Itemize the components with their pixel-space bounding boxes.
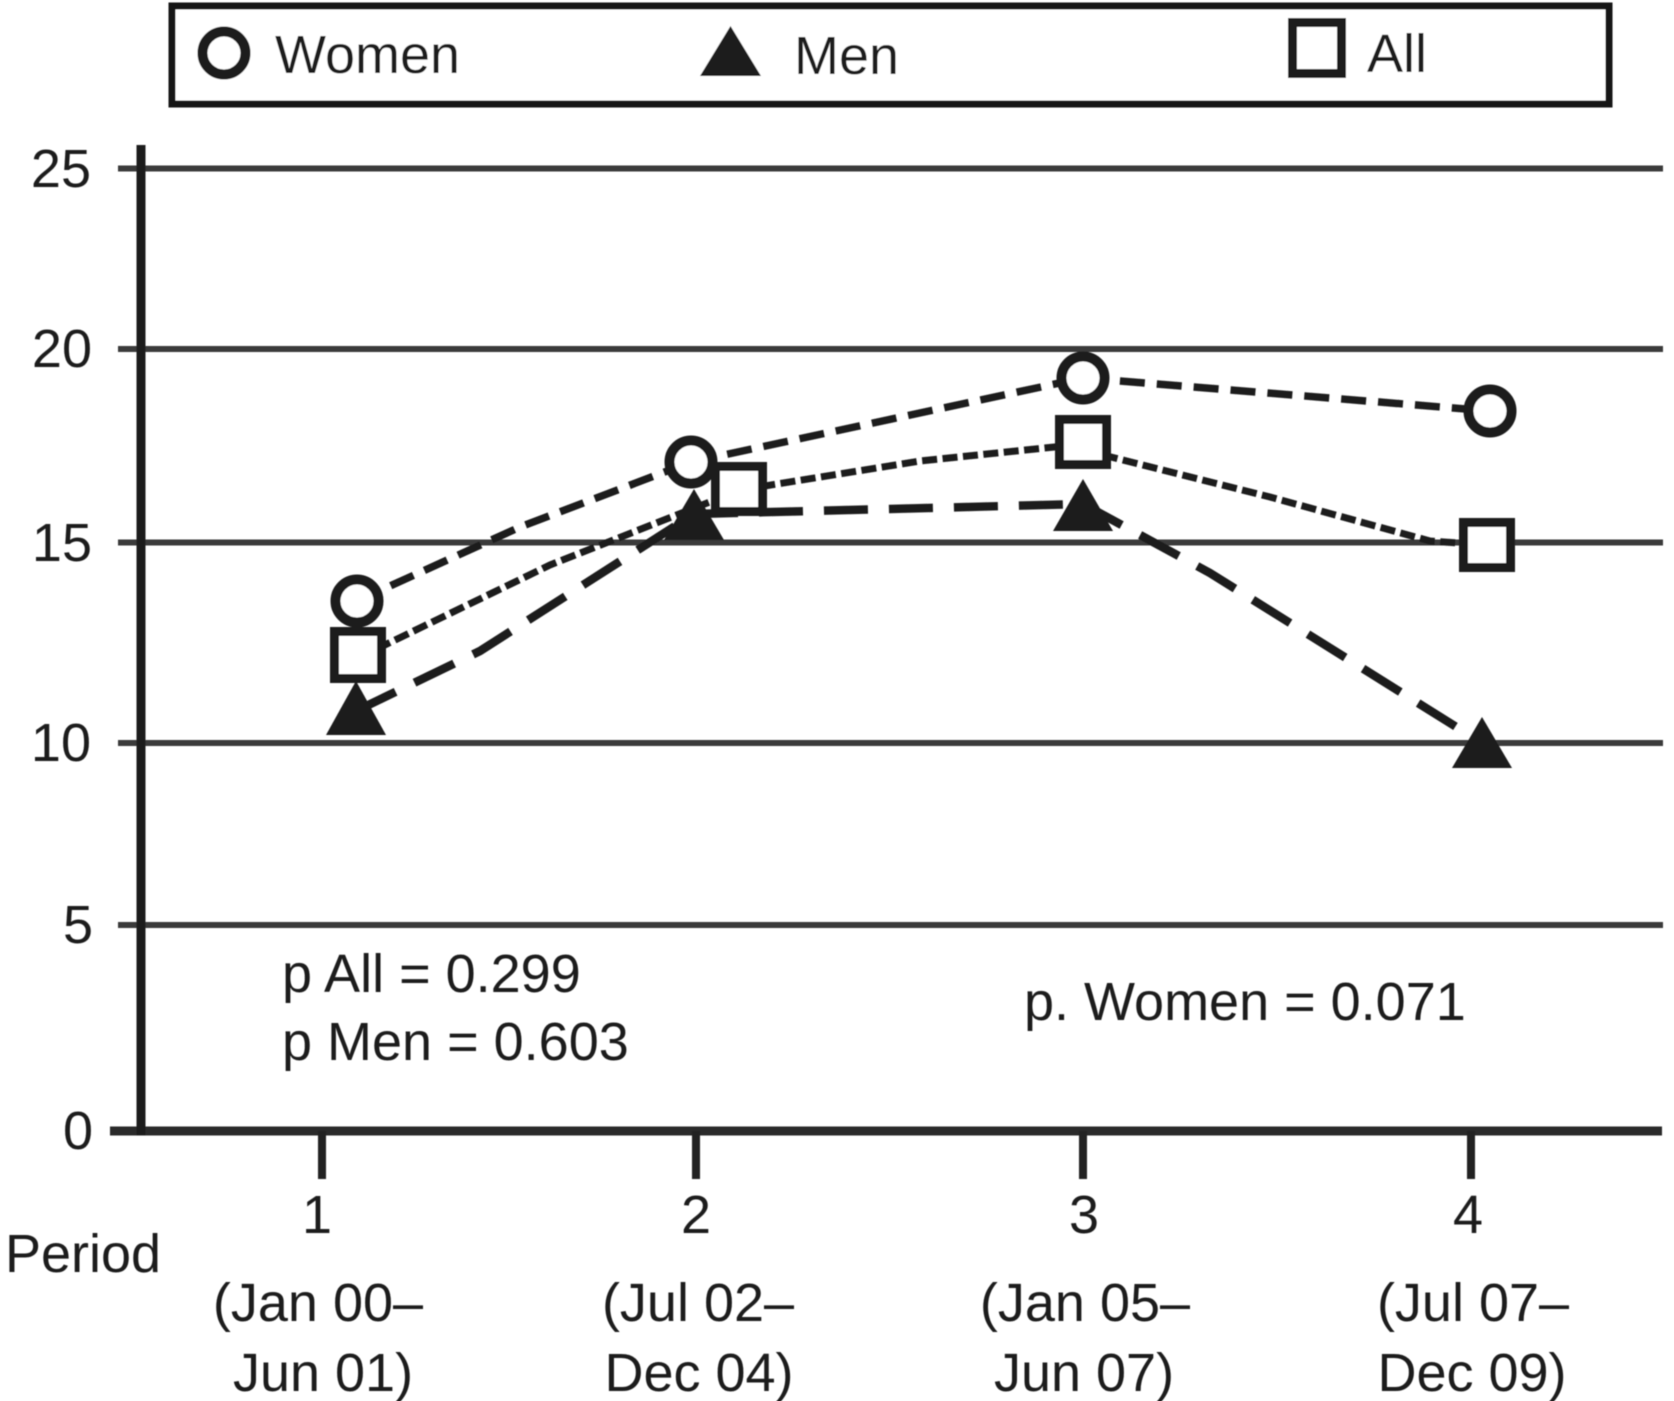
svg-text:Women: Women [275,25,460,85]
svg-text:Jun 01): Jun 01) [233,1343,413,1401]
svg-text:(Jan 05–: (Jan 05– [980,1273,1190,1333]
svg-text:0: 0 [63,1101,93,1161]
svg-text:Dec 09): Dec 09) [1377,1343,1566,1401]
svg-text:(Jul 02–: (Jul 02– [602,1273,794,1333]
svg-text:p Men = 0.603: p Men = 0.603 [282,1012,629,1072]
svg-text:25: 25 [31,139,91,199]
svg-text:20: 20 [32,319,92,379]
svg-text:Period: Period [5,1224,161,1284]
svg-text:10: 10 [31,713,91,773]
svg-text:15: 15 [32,513,92,573]
svg-text:2: 2 [681,1185,711,1245]
svg-text:5: 5 [63,895,93,955]
svg-text:p All = 0.299: p All = 0.299 [282,944,581,1004]
svg-text:Men: Men [794,26,899,86]
svg-text:(Jul 07–: (Jul 07– [1377,1273,1569,1333]
svg-text:4: 4 [1453,1185,1483,1245]
svg-text:3: 3 [1069,1185,1099,1245]
svg-text:All: All [1367,24,1427,84]
svg-text:p. Women = 0.071: p. Women = 0.071 [1024,972,1466,1032]
svg-text:Dec 04): Dec 04) [604,1343,793,1401]
svg-text:(Jan 00–: (Jan 00– [213,1273,423,1333]
svg-text:1: 1 [302,1185,332,1245]
svg-text:Jun 07): Jun 07) [994,1343,1174,1401]
